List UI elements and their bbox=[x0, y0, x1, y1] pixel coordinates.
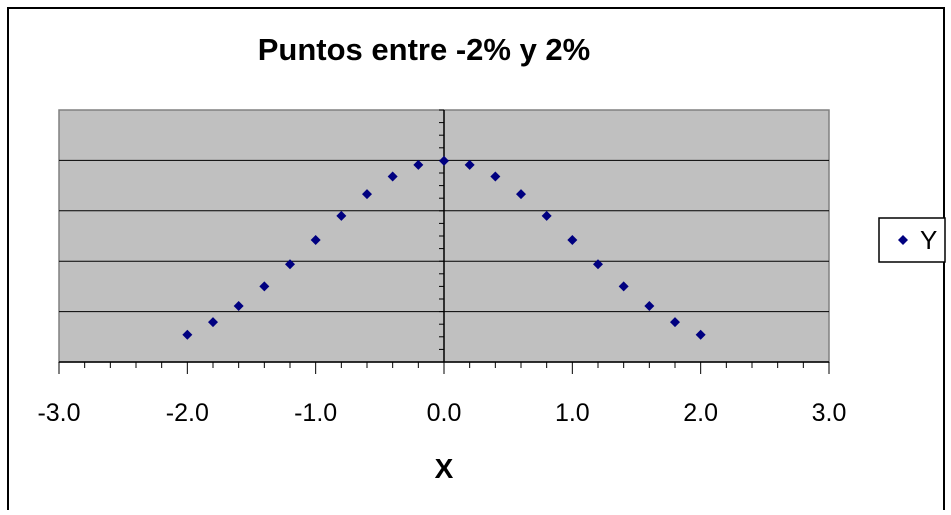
data-point bbox=[618, 281, 629, 292]
data-point bbox=[439, 155, 449, 166]
data-point bbox=[259, 281, 270, 292]
legend: Y bbox=[878, 217, 946, 263]
data-point bbox=[310, 235, 321, 246]
data-point bbox=[208, 317, 218, 328]
legend-box bbox=[878, 217, 946, 263]
data-point bbox=[362, 189, 372, 200]
x-tick-label: 1.0 bbox=[555, 399, 590, 427]
data-point bbox=[464, 159, 475, 170]
data-points bbox=[182, 155, 706, 340]
x-tick-label: -1.0 bbox=[294, 399, 337, 427]
x-tick-label: -3.0 bbox=[37, 399, 80, 427]
data-point bbox=[336, 210, 347, 221]
data-point bbox=[490, 171, 501, 182]
x-tick-label: 0.0 bbox=[427, 399, 462, 427]
x-tick-labels: -3.0 -2.0 -1.0 0.0 1.0 2.0 3.0 bbox=[37, 399, 846, 427]
data-point bbox=[516, 189, 526, 200]
x-tick-label: 2.0 bbox=[683, 399, 718, 427]
y-axis bbox=[439, 109, 445, 363]
data-point bbox=[695, 329, 706, 340]
x-tick-label: 3.0 bbox=[812, 399, 847, 427]
x-axis bbox=[58, 361, 830, 374]
legend-label: Y bbox=[920, 225, 937, 255]
data-point bbox=[644, 301, 655, 312]
data-point bbox=[233, 301, 244, 312]
data-point bbox=[593, 259, 603, 270]
legend-marker-diamond bbox=[898, 235, 908, 245]
data-point bbox=[541, 210, 552, 221]
data-point bbox=[670, 317, 680, 328]
x-tick-label: -2.0 bbox=[166, 399, 209, 427]
data-point bbox=[182, 329, 193, 340]
x-axis-title: X bbox=[435, 453, 454, 484]
data-point bbox=[413, 159, 424, 170]
data-point bbox=[285, 259, 295, 270]
chart-title: Puntos entre -2% y 2% bbox=[258, 32, 590, 67]
data-point bbox=[387, 171, 398, 182]
data-point bbox=[567, 235, 578, 246]
